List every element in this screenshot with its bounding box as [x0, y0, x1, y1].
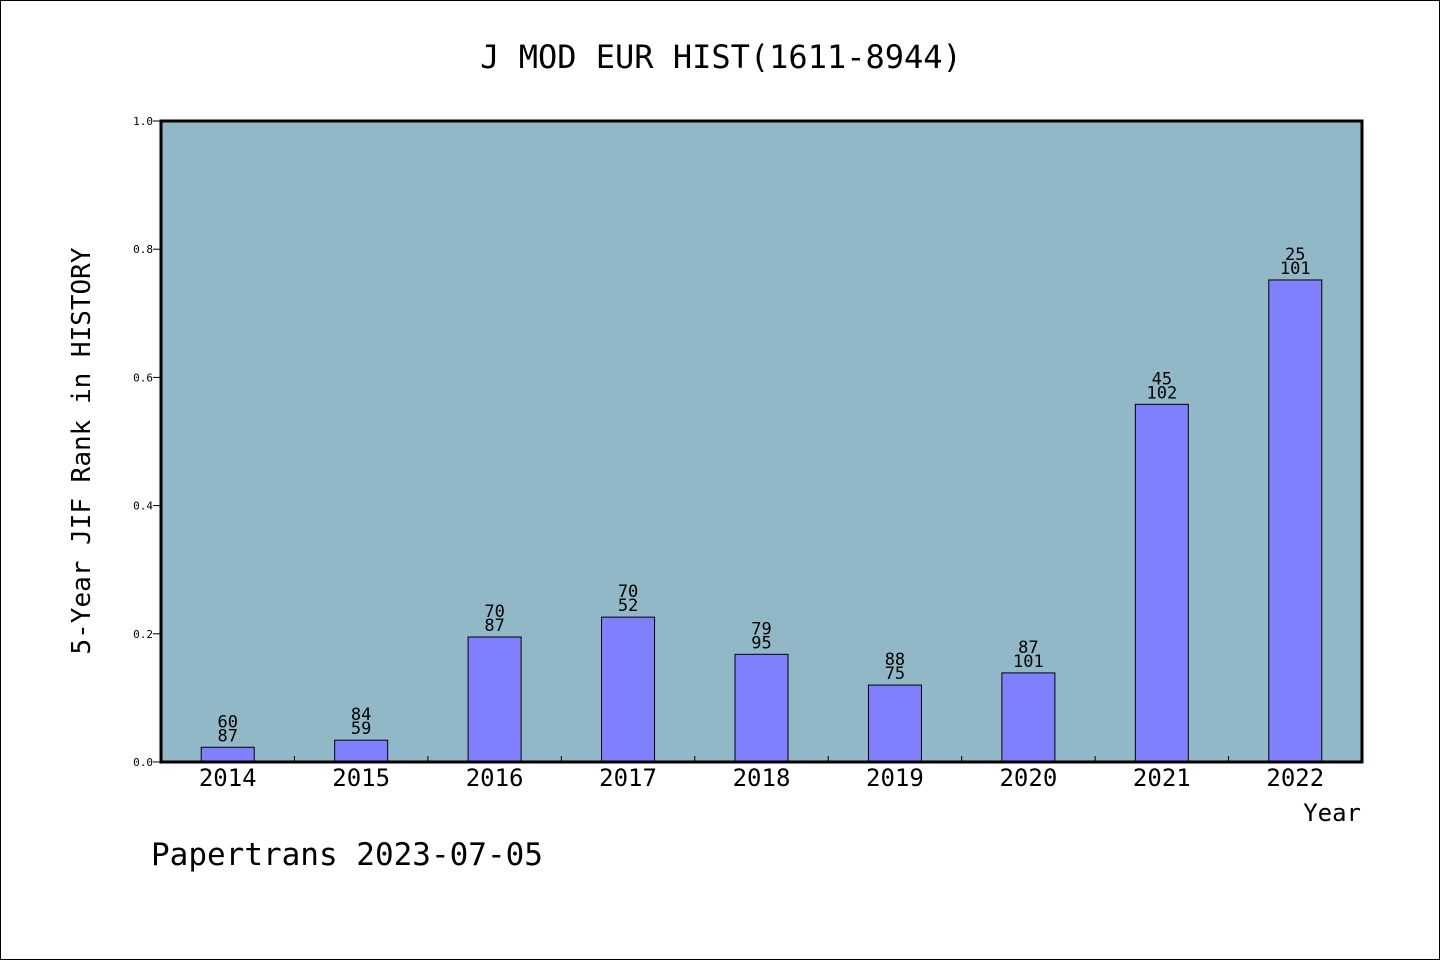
plot-border [159, 119, 1364, 764]
y-tick-label: 0.0 [133, 756, 153, 769]
bar-label-bottom: 95 [751, 633, 771, 653]
bar [1001, 672, 1056, 763]
bar-label-top: 84 [351, 705, 371, 725]
y-axis-ticks: 0.0 0.2 0.4 0.6 0.8 1.0 [133, 115, 161, 769]
bar-label-top: 60 [217, 712, 237, 732]
bar-label-bottom: 52 [618, 596, 638, 616]
bar [601, 616, 656, 763]
bar-label-top: 70 [618, 582, 638, 602]
bar-label-top: 79 [751, 619, 771, 639]
bar-label-top: 25 [1285, 245, 1305, 265]
y-tick-label: 0.4 [133, 500, 153, 513]
y-axis-label: 5-Year JIF Rank in HISTORY [67, 247, 97, 654]
y-tick-label: 0.8 [133, 243, 153, 256]
bar-label-bottom: 101 [1013, 652, 1044, 672]
x-axis-label: Year [1303, 799, 1361, 827]
x-tick-label: 2019 [866, 764, 924, 792]
footer-note: Papertrans 2023-07-05 [151, 837, 543, 873]
bar [467, 636, 522, 763]
bar-label-bottom: 87 [217, 726, 237, 746]
chart-title: J MOD EUR HIST(1611-8944) [480, 38, 962, 76]
x-tick-label: 2016 [466, 764, 524, 792]
x-tick-label: 2018 [733, 764, 791, 792]
bar-label-bottom: 59 [351, 719, 371, 739]
bar-label-top: 70 [484, 602, 504, 622]
bar [867, 684, 922, 763]
y-tick-label: 0.6 [133, 371, 153, 384]
bar [734, 653, 789, 763]
bar-label-top: 87 [1018, 638, 1038, 658]
bar-label-bottom: 87 [484, 616, 504, 636]
x-tick-label: 2022 [1266, 764, 1324, 792]
x-tick-label: 2014 [199, 764, 257, 792]
y-tick-label: 1.0 [133, 115, 153, 128]
bar [1268, 279, 1323, 763]
bar-label-bottom: 75 [885, 664, 905, 684]
x-tick-label: 2021 [1133, 764, 1191, 792]
bar-label-bottom: 102 [1146, 383, 1177, 403]
bar-label-top: 88 [885, 650, 905, 670]
bar [1134, 403, 1189, 763]
x-tick-label: 2015 [332, 764, 390, 792]
bar-label-bottom: 101 [1280, 259, 1311, 279]
x-tick-label: 2017 [599, 764, 657, 792]
bar [200, 746, 255, 763]
bar-label-top: 45 [1152, 369, 1172, 389]
bar [334, 739, 389, 763]
x-tick-label: 2020 [999, 764, 1057, 792]
y-tick-label: 0.2 [133, 628, 153, 641]
x-axis-ticks: 2014 2015 2016 2017 2018 2019 2020 2021 2022 [199, 756, 1324, 792]
